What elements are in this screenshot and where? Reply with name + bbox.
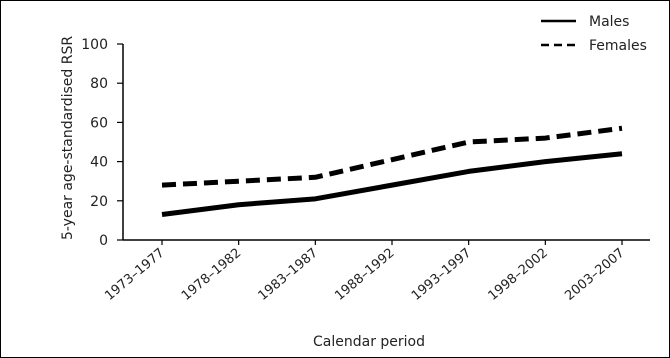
series-line-females <box>161 125 623 188</box>
data-point-females <box>314 176 317 179</box>
y-tick-label: 80 <box>90 76 108 92</box>
y-tick-label: 40 <box>90 155 108 171</box>
data-point-females <box>544 137 547 140</box>
data-point-females <box>621 127 624 130</box>
data-point-males <box>391 184 394 187</box>
data-point-males <box>621 152 624 155</box>
legend-females-label: Females <box>589 38 647 54</box>
data-point-females <box>161 184 164 187</box>
series-line-males <box>161 151 623 217</box>
legend-males-label: Males <box>589 14 629 30</box>
x-axis-title: Calendar period <box>313 334 425 350</box>
y-tick-label: 100 <box>81 37 108 53</box>
data-point-males <box>161 213 164 216</box>
x-tick-label: 2003–2007 <box>562 246 627 304</box>
data-point-females <box>391 158 394 161</box>
y-axis-title: 5-year age-standardised RSR <box>60 36 76 240</box>
x-tick-label: 1983–1987 <box>256 246 321 304</box>
x-tick-label: 1973–1977 <box>102 246 167 304</box>
x-tick-label: 1993–1997 <box>409 246 474 304</box>
y-tick-label: 20 <box>90 194 108 210</box>
y-tick-label: 0 <box>99 233 108 249</box>
x-ticks: 1973–1977 1978–1982 1983–1987 1988–1992 1993… <box>102 240 628 304</box>
data-point-females <box>467 141 470 144</box>
y-ticks: 0 20 40 60 80 100 <box>81 37 123 249</box>
legend: Males Females <box>541 14 647 54</box>
data-point-females <box>237 180 240 183</box>
y-tick-label: 60 <box>90 115 108 131</box>
data-point-males <box>237 203 240 206</box>
data-point-males <box>467 170 470 173</box>
x-tick-label: 1988–1992 <box>332 246 397 304</box>
x-tick-label: 1998–2002 <box>486 246 551 304</box>
x-tick-label: 1978–1982 <box>179 246 244 304</box>
series-lines <box>161 125 624 217</box>
axes <box>122 44 650 241</box>
data-point-males <box>544 160 547 163</box>
data-point-males <box>314 197 317 200</box>
